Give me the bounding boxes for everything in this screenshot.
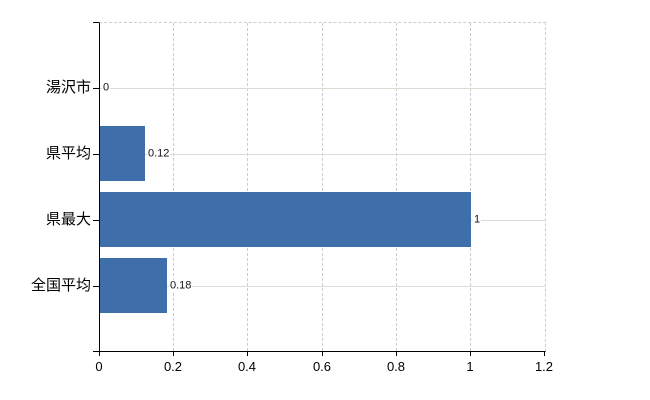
bar bbox=[100, 192, 471, 247]
y-tick bbox=[93, 88, 99, 89]
category-label: 県平均 bbox=[45, 145, 91, 162]
v-gridline bbox=[396, 23, 397, 351]
bar-value-label: 0.18 bbox=[169, 279, 193, 293]
x-tick-label: 0 bbox=[95, 359, 103, 374]
x-tick bbox=[322, 351, 323, 356]
y-tick bbox=[93, 154, 99, 155]
y-tick bbox=[93, 22, 99, 23]
category-label: 湯沢市 bbox=[45, 79, 91, 96]
x-tick-label: 1.2 bbox=[534, 359, 554, 374]
y-tick bbox=[93, 351, 99, 352]
bar-value-label: 1 bbox=[473, 213, 482, 227]
x-tick-label: 0.8 bbox=[386, 359, 406, 374]
bar-value-label: 0.12 bbox=[147, 147, 171, 161]
v-gridline bbox=[470, 23, 471, 351]
category-label: 県最大 bbox=[45, 211, 91, 228]
x-tick bbox=[544, 351, 545, 356]
h-gridline bbox=[100, 154, 545, 155]
v-gridline bbox=[173, 23, 174, 351]
x-tick bbox=[247, 351, 248, 356]
x-tick bbox=[470, 351, 471, 356]
x-tick bbox=[396, 351, 397, 356]
y-tick bbox=[93, 220, 99, 221]
x-tick-label: 1 bbox=[466, 359, 474, 374]
bar-value-label: 0 bbox=[102, 81, 111, 95]
x-tick bbox=[99, 351, 100, 356]
v-gridline bbox=[247, 23, 248, 351]
v-gridline bbox=[322, 23, 323, 351]
x-tick-label: 0.6 bbox=[312, 359, 332, 374]
plot-area: 0 0.12 1 0.18 bbox=[93, 22, 546, 356]
x-tick-label: 0.2 bbox=[163, 359, 183, 374]
h-gridline bbox=[100, 88, 545, 89]
bar bbox=[100, 126, 145, 181]
x-tick bbox=[173, 351, 174, 356]
category-label: 全国平均 bbox=[30, 277, 91, 294]
bar bbox=[100, 258, 167, 313]
h-gridline bbox=[100, 286, 545, 287]
x-tick-label: 0.4 bbox=[237, 359, 257, 374]
y-tick bbox=[93, 286, 99, 287]
